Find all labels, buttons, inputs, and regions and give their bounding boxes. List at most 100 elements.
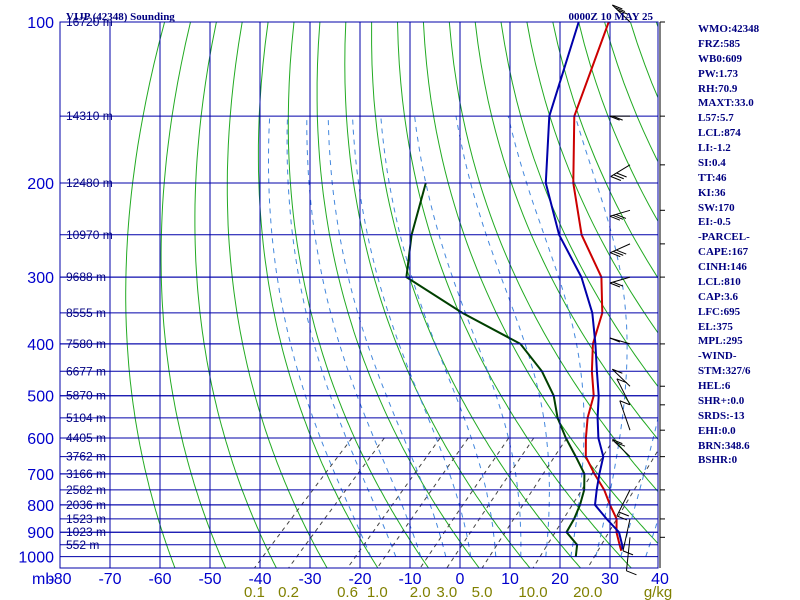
index-item: CAP:3.6 xyxy=(698,290,739,303)
temperature-tick-label: -10 xyxy=(398,571,421,588)
dry-adiabat xyxy=(448,22,658,493)
valid-time: 0000Z 10 MAY 25 xyxy=(569,11,654,23)
mixing-ratio-label: 0.2 xyxy=(278,584,299,600)
pressure-tick-label: 100 xyxy=(27,15,54,32)
index-item: MAXT:33.0 xyxy=(698,97,754,110)
temperature-tick-label: 0 xyxy=(456,571,465,588)
mixing-ratio-label: 0.1 xyxy=(244,584,265,600)
axes-frame xyxy=(59,21,659,569)
dry-adiabat xyxy=(160,22,227,568)
index-item: LCL:874 xyxy=(698,127,741,140)
temperature-tick-label: 40 xyxy=(651,571,669,588)
pressure-tick-label: 1000 xyxy=(18,550,54,567)
index-item: PW:1.73 xyxy=(698,67,739,80)
dry-adiabat xyxy=(344,22,531,568)
mixing-ratio-label: 5.0 xyxy=(472,584,493,600)
pressure-tick-label: 700 xyxy=(27,467,54,484)
moist-adiabat xyxy=(574,116,628,557)
mixing-ratio-line xyxy=(446,437,535,568)
wind-barb xyxy=(611,439,665,458)
temperature-tick-label: -30 xyxy=(298,571,321,588)
temperature-tick-label: -50 xyxy=(198,571,221,588)
index-item: STM:327/6 xyxy=(698,365,751,378)
x-axis-unit-label: mb xyxy=(32,571,54,588)
index-item: EL:375 xyxy=(698,320,733,333)
index-item: FRZ:585 xyxy=(698,37,741,50)
moist-adiabat xyxy=(327,116,447,557)
index-item: SW:170 xyxy=(698,201,735,214)
mixing-ratio-label: 20.0 xyxy=(573,584,602,600)
mixing-ratio-line xyxy=(288,437,385,568)
index-item: BSHR:0 xyxy=(698,454,738,467)
index-item: LCL:810 xyxy=(698,275,741,288)
wind-barb-column xyxy=(609,4,665,576)
index-item: CINH:146 xyxy=(698,261,747,273)
wind-barb xyxy=(609,209,665,221)
mixing-ratio-line xyxy=(532,437,616,568)
mixing-ratio-label: 10.0 xyxy=(518,584,547,600)
height-label: 16720 m xyxy=(66,15,113,29)
index-item: CAPE:167 xyxy=(698,246,749,259)
index-item: LI:-1.2 xyxy=(698,142,731,154)
index-item: -PARCEL- xyxy=(698,231,750,244)
height-label: 2582 m xyxy=(66,483,106,497)
index-item: WB0:609 xyxy=(698,52,742,65)
index-item: TT:46 xyxy=(698,171,727,184)
temperature-tick-label: 10 xyxy=(501,571,519,588)
moist-adiabat xyxy=(268,116,372,557)
height-label: 12480 m xyxy=(66,176,113,190)
plot-frame xyxy=(59,21,659,569)
station-title: VIJP (42348) Sounding xyxy=(66,11,175,23)
height-label: 2036 m xyxy=(66,498,106,512)
index-item: EI:-0.5 xyxy=(698,216,731,229)
height-label: 1023 m xyxy=(66,525,106,539)
moist-adiabat xyxy=(455,116,550,557)
dry-adiabat xyxy=(287,22,429,568)
index-item: SHR+:0.0 xyxy=(698,394,745,407)
dry-adiabat xyxy=(226,22,328,568)
height-label: 5104 m xyxy=(66,411,106,425)
dry-adiabat xyxy=(257,22,379,568)
pressure-tick-label: 500 xyxy=(27,389,54,406)
profile-temperature xyxy=(572,22,623,552)
mixing-ratio-label: g/kg xyxy=(644,584,672,600)
wind-barb xyxy=(616,489,665,521)
wind-barb xyxy=(610,164,665,181)
height-label: 14310 m xyxy=(66,109,113,123)
height-label: 3762 m xyxy=(66,450,106,464)
temperature-tick-label: 30 xyxy=(601,571,619,588)
mixing-ratio-label: 2.0 xyxy=(410,584,431,600)
wind-barb xyxy=(619,400,665,431)
index-item: WMO:42348 xyxy=(698,23,760,35)
mixing-ratio-line xyxy=(347,437,441,568)
dry-adiabat xyxy=(552,22,658,279)
temperature-tick-label: -40 xyxy=(248,571,271,588)
pressure-tick-label: 300 xyxy=(27,270,54,287)
moist-adiabat xyxy=(380,116,497,557)
moist-adiabat xyxy=(286,116,397,557)
mixing-ratio-line xyxy=(587,449,658,568)
index-item: KI:36 xyxy=(698,186,726,199)
height-label: 3166 m xyxy=(66,467,106,481)
height-label: 7580 m xyxy=(66,337,106,351)
index-item: MPL:295 xyxy=(698,335,743,348)
moist-adiabat xyxy=(352,116,472,557)
dry-adiabat xyxy=(371,22,581,568)
pressure-tick-label: 900 xyxy=(27,525,54,542)
height-label: 1523 m xyxy=(66,512,106,526)
temperature-tick-label: -70 xyxy=(98,571,121,588)
height-label: 8555 m xyxy=(66,306,106,320)
wind-barb xyxy=(625,536,665,576)
mixing-ratio-line xyxy=(254,437,353,568)
index-item: EHI:0.0 xyxy=(698,424,736,437)
height-label: 4405 m xyxy=(66,431,106,445)
height-label: 9688 m xyxy=(66,270,106,284)
dry-adiabat xyxy=(397,22,632,568)
index-item: SI:0.4 xyxy=(698,156,726,169)
wind-barb xyxy=(609,115,665,121)
pressure-tick-label: 400 xyxy=(27,337,54,354)
index-item: RH:70.9 xyxy=(698,82,738,95)
index-item: L57:5.7 xyxy=(698,112,734,125)
